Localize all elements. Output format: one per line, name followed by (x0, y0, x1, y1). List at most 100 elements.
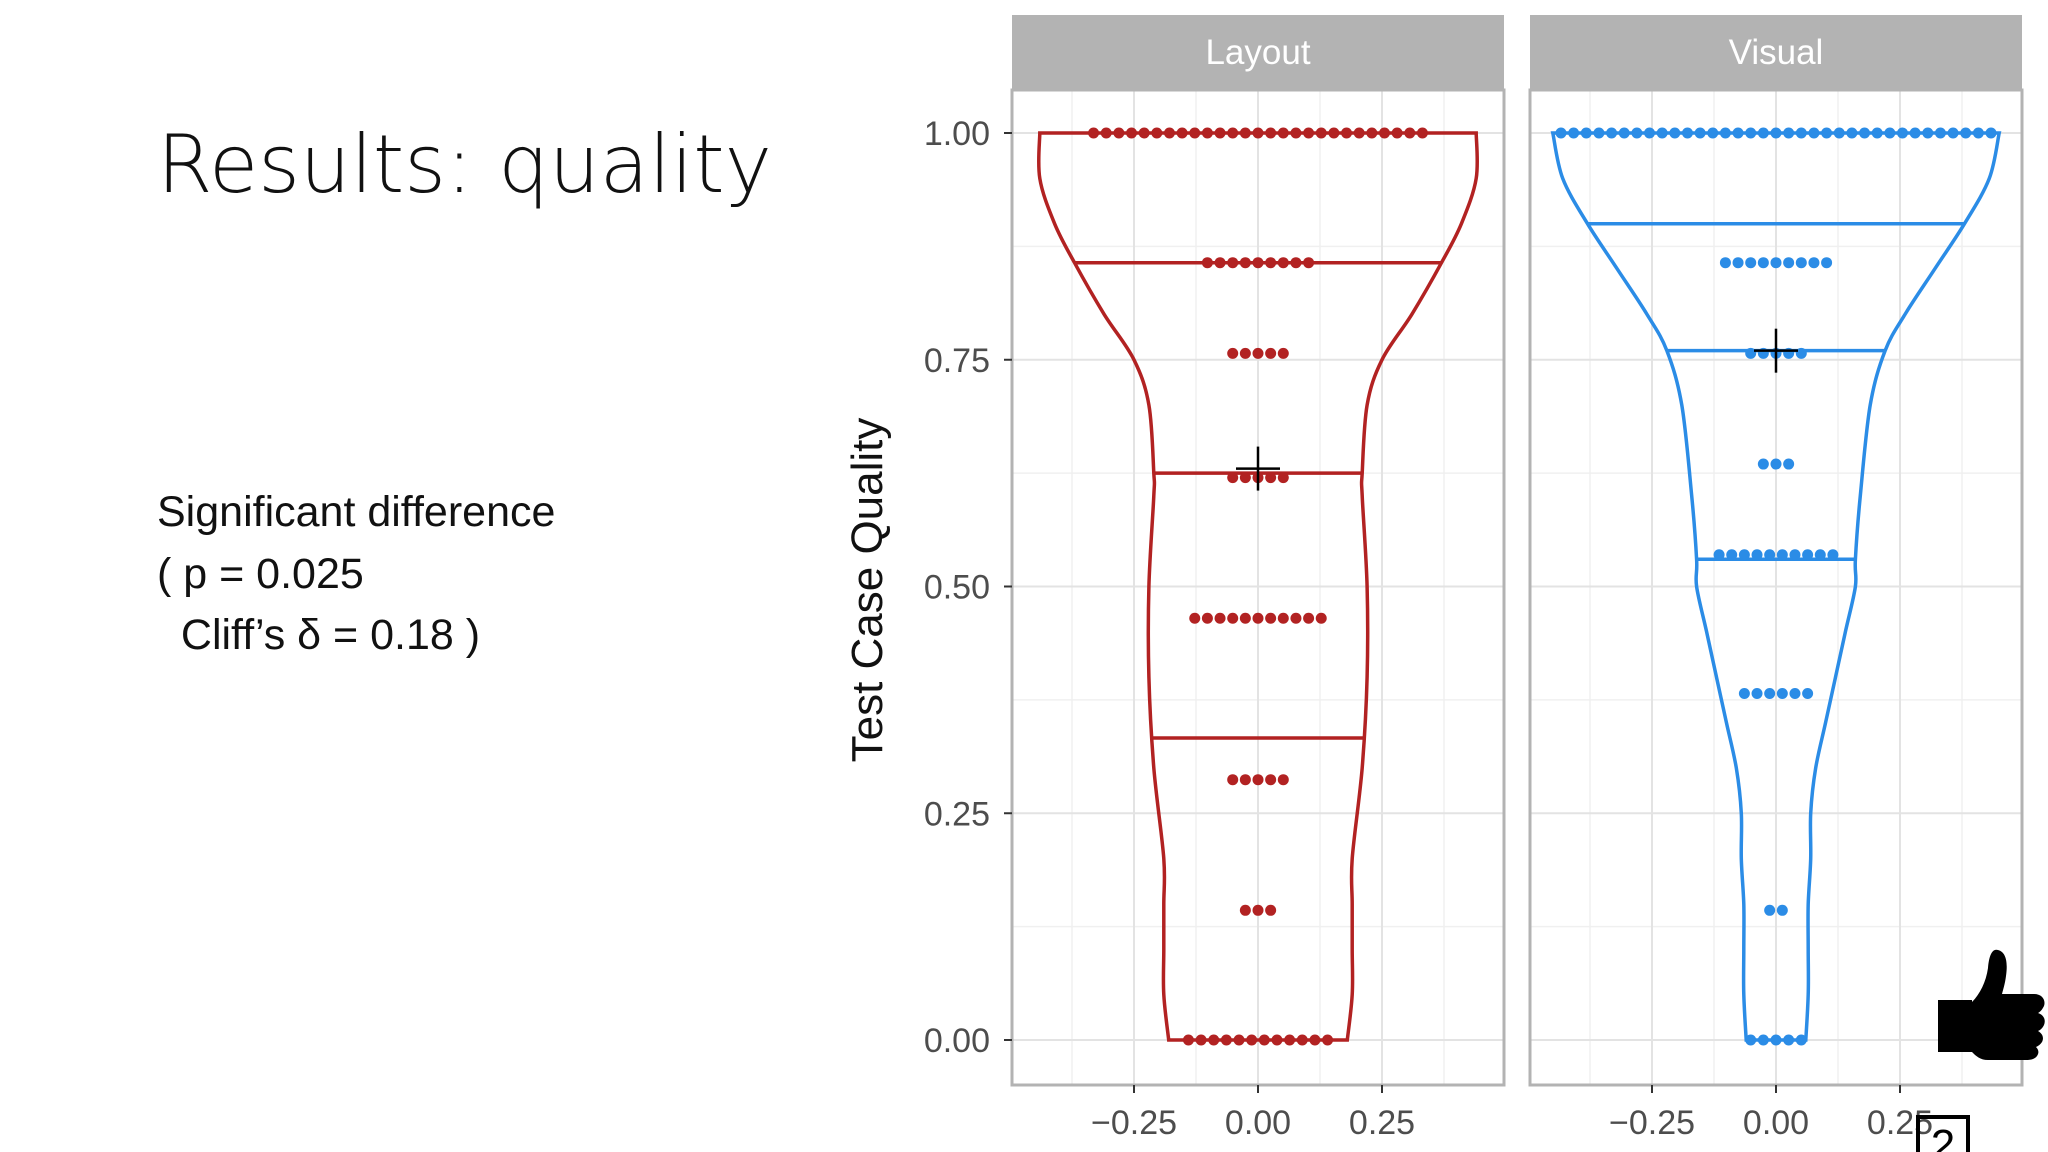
data-dot-layout (1252, 774, 1264, 786)
violin-outline-layout (1036, 131, 1480, 1042)
grid-layer (1012, 90, 2022, 1085)
data-dot-visual (1795, 257, 1807, 269)
data-dot-layout (1126, 127, 1138, 139)
data-dot-visual (1795, 127, 1807, 139)
data-dot-visual (1751, 688, 1763, 700)
data-dot-layout (1252, 127, 1264, 139)
data-dot-layout (1214, 257, 1226, 269)
data-dot-layout (1214, 612, 1226, 624)
cliffs-delta-line: Cliff’s δ = 0.18 ) (157, 611, 481, 659)
data-dot-visual (1764, 688, 1776, 700)
data-dot-visual (1776, 688, 1788, 700)
data-dot-layout (1239, 257, 1251, 269)
data-dot-layout (1315, 612, 1327, 624)
data-dot-visual (1934, 127, 1946, 139)
data-dot-visual (1631, 127, 1643, 139)
data-dot-visual (1732, 257, 1744, 269)
data-dot-visual (1884, 127, 1896, 139)
x-tick-label: 0.00 (1743, 1104, 1809, 1142)
thumbs-up-icon (1938, 949, 2045, 1060)
data-dot-layout (1277, 774, 1289, 786)
data-dot-layout (1182, 1034, 1194, 1046)
x-tick-label: −0.25 (1091, 1104, 1177, 1142)
data-dot-layout (1296, 1034, 1308, 1046)
data-dot-visual (1751, 549, 1763, 561)
data-dot-layout (1151, 127, 1163, 139)
data-dot-visual (1681, 127, 1693, 139)
data-dot-layout (1239, 774, 1251, 786)
data-dot-layout (1163, 127, 1175, 139)
violin-outline-visual (1550, 131, 2002, 1042)
data-dot-layout (1189, 612, 1201, 624)
data-dot-layout (1378, 127, 1390, 139)
data-dot-visual (1606, 127, 1618, 139)
data-dot-visual (1757, 257, 1769, 269)
data-dot-layout (1208, 1034, 1220, 1046)
data-dot-visual (1719, 257, 1731, 269)
data-dot-layout (1239, 347, 1251, 359)
data-dot-layout (1246, 1034, 1258, 1046)
data-dot-visual (1776, 549, 1788, 561)
data-dot-visual (1783, 127, 1795, 139)
data-dot-layout (1239, 127, 1251, 139)
data-dot-visual (1789, 688, 1801, 700)
data-dot-visual (1719, 127, 1731, 139)
data-dot-layout (1227, 257, 1239, 269)
data-dot-visual (1732, 127, 1744, 139)
data-dot-visual (1770, 1034, 1782, 1046)
data-dot-visual (1738, 688, 1750, 700)
data-dot-visual (1972, 127, 1984, 139)
facet-label-layout: Layout (1205, 33, 1310, 72)
dot-layer (1088, 127, 1997, 1046)
data-dot-layout (1100, 127, 1112, 139)
x-tick-label: 0.25 (1349, 1104, 1415, 1142)
data-dot-layout (1239, 904, 1251, 916)
data-dot-layout (1227, 774, 1239, 786)
data-dot-visual (1947, 127, 1959, 139)
data-dot-visual (1802, 549, 1814, 561)
data-dot-visual (1783, 458, 1795, 470)
x-tick-label: 0.00 (1225, 1104, 1291, 1142)
data-dot-layout (1176, 127, 1188, 139)
data-dot-visual (1783, 1034, 1795, 1046)
y-tick-label: 1.00 (924, 115, 990, 153)
data-dot-layout (1220, 1034, 1232, 1046)
data-dot-visual (1808, 127, 1820, 139)
data-dot-visual (1960, 127, 1972, 139)
data-dot-visual (1555, 127, 1567, 139)
data-dot-visual (1770, 127, 1782, 139)
data-dot-visual (1745, 347, 1757, 359)
data-dot-layout (1277, 472, 1289, 484)
data-dot-layout (1416, 127, 1428, 139)
data-dot-layout (1189, 127, 1201, 139)
data-dot-layout (1201, 257, 1213, 269)
data-dot-layout (1265, 257, 1277, 269)
data-dot-visual (1644, 127, 1656, 139)
data-dot-visual (1745, 257, 1757, 269)
data-dot-layout (1353, 127, 1365, 139)
data-dot-visual (1802, 688, 1814, 700)
data-dot-layout (1227, 347, 1239, 359)
data-dot-visual (1783, 257, 1795, 269)
data-dot-layout (1214, 127, 1226, 139)
data-dot-visual (1707, 127, 1719, 139)
data-dot-layout (1290, 257, 1302, 269)
data-dot-layout (1113, 127, 1125, 139)
data-dot-layout (1252, 257, 1264, 269)
y-axis-label: Test Case Quality (843, 418, 892, 763)
data-dot-visual (1896, 127, 1908, 139)
data-dot-layout (1322, 1034, 1334, 1046)
data-dot-layout (1252, 347, 1264, 359)
data-dot-layout (1265, 904, 1277, 916)
data-dot-visual (1776, 904, 1788, 916)
p-value-line: ( p = 0.025 (157, 550, 364, 598)
data-dot-visual (1656, 127, 1668, 139)
data-dot-visual (1745, 1034, 1757, 1046)
data-dot-visual (1846, 127, 1858, 139)
data-dot-layout (1366, 127, 1378, 139)
axis-layer: Layout −0.25 0.00 0.25 Visual −0.25 0.00 0.25 0.… (924, 15, 2024, 1142)
data-dot-layout (1239, 472, 1251, 484)
x-tick-label: 0.25 (1867, 1104, 1933, 1142)
data-dot-visual (1764, 904, 1776, 916)
